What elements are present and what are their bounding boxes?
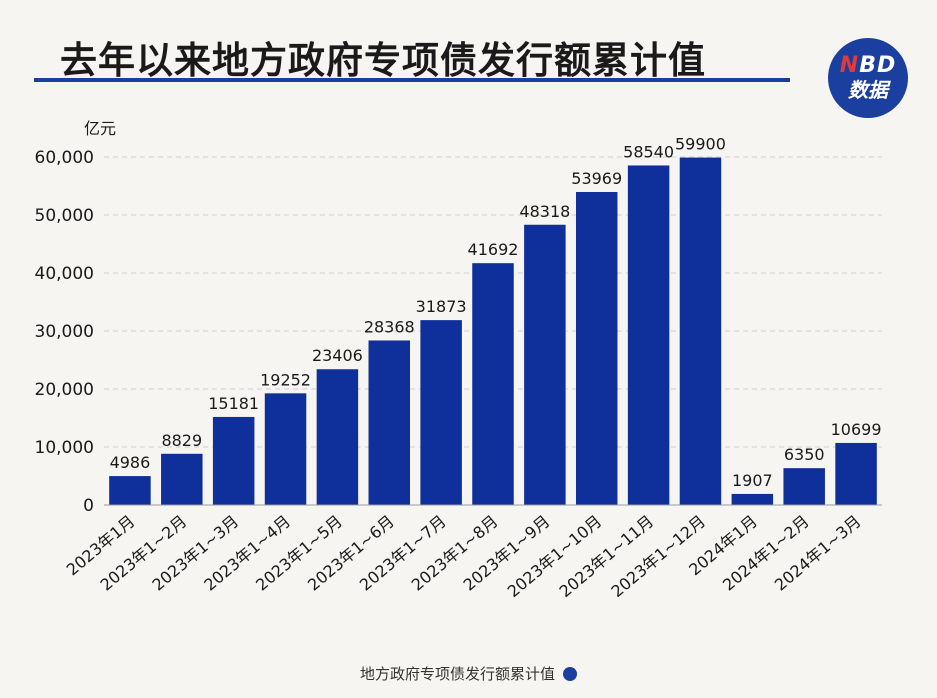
y-tick-label: 0	[83, 496, 94, 516]
bar	[731, 493, 774, 505]
bar	[472, 263, 514, 505]
bar	[627, 165, 670, 505]
y-tick-label: 30,000	[35, 322, 94, 342]
bars	[109, 157, 877, 505]
y-axis-unit: 亿元	[84, 119, 116, 138]
data-label: 41692	[468, 240, 519, 259]
y-tick-label: 10,000	[35, 438, 94, 458]
logo-letters-bd: BD	[859, 53, 897, 78]
nbd-logo: NBD 数据	[828, 38, 908, 118]
data-label: 59900	[675, 135, 726, 154]
data-label: 1907	[732, 471, 773, 490]
bar	[368, 340, 411, 505]
data-label: 4986	[110, 453, 151, 472]
y-tick-label: 60,000	[35, 148, 94, 168]
title-underline	[34, 78, 790, 82]
bar	[316, 369, 359, 505]
legend-label: 地方政府专项债发行额累计值	[359, 665, 555, 683]
legend-swatch	[563, 666, 577, 681]
y-axis: 0 10,000 20,000 30,000 40,000 50,000 60,000 亿元	[35, 119, 117, 516]
data-label: 19252	[260, 370, 311, 389]
y-tick-label: 20,000	[35, 380, 94, 400]
bar	[420, 320, 462, 505]
bar	[575, 191, 618, 505]
y-tick-label: 40,000	[35, 264, 94, 284]
data-label: 48318	[519, 202, 570, 221]
data-label: 10699	[831, 420, 882, 439]
x-axis: 2023年1月2023年1~2月2023年1~3月2023年1~4月2023年1…	[63, 504, 882, 601]
bar	[679, 157, 722, 505]
y-tick-label: 50,000	[35, 206, 94, 226]
logo-letter-n: N	[839, 53, 860, 78]
data-label: 6350	[784, 445, 825, 464]
data-label: 15181	[208, 394, 259, 413]
data-label: 31873	[416, 297, 467, 316]
chart-title: 去年以来地方政府专项债发行额累计值	[60, 39, 706, 82]
bar	[109, 476, 151, 505]
bar	[212, 416, 255, 505]
data-label: 23406	[312, 346, 363, 365]
data-label: 8829	[161, 431, 202, 450]
legend: 地方政府专项债发行额累计值	[0, 663, 937, 684]
bar	[783, 468, 825, 505]
data-label: 58540	[623, 142, 674, 161]
bar	[161, 453, 203, 505]
data-label: 53969	[571, 169, 622, 188]
bar	[835, 442, 877, 505]
bar	[524, 224, 566, 505]
bar	[264, 393, 307, 505]
data-label: 28368	[364, 317, 415, 336]
logo-subtitle: 数据	[848, 78, 888, 102]
